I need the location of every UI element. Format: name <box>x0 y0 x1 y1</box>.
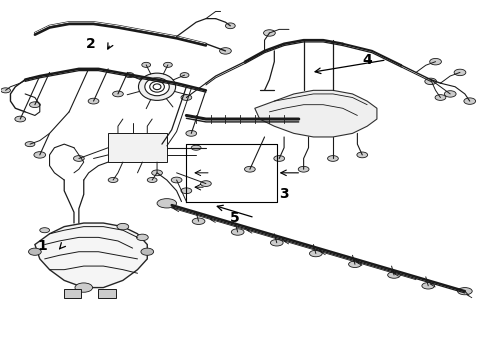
Ellipse shape <box>220 48 231 54</box>
Ellipse shape <box>200 181 211 186</box>
Ellipse shape <box>164 62 172 67</box>
Ellipse shape <box>454 69 466 76</box>
Ellipse shape <box>157 199 176 208</box>
Text: 2: 2 <box>86 37 96 51</box>
Ellipse shape <box>0 88 10 93</box>
Ellipse shape <box>141 248 154 255</box>
Ellipse shape <box>270 239 283 246</box>
Ellipse shape <box>180 73 189 78</box>
Polygon shape <box>255 90 377 137</box>
Ellipse shape <box>181 188 192 194</box>
Ellipse shape <box>152 170 162 176</box>
Ellipse shape <box>74 156 84 161</box>
Ellipse shape <box>348 261 361 267</box>
Ellipse shape <box>113 91 123 97</box>
Ellipse shape <box>298 166 309 172</box>
Ellipse shape <box>388 272 400 278</box>
Ellipse shape <box>88 98 99 104</box>
Ellipse shape <box>422 283 435 289</box>
Ellipse shape <box>25 141 35 147</box>
Ellipse shape <box>117 224 129 230</box>
Ellipse shape <box>264 30 275 36</box>
Ellipse shape <box>186 131 196 136</box>
Ellipse shape <box>15 116 25 122</box>
Ellipse shape <box>430 58 441 65</box>
Ellipse shape <box>28 248 41 255</box>
FancyBboxPatch shape <box>64 289 81 298</box>
Ellipse shape <box>435 95 446 100</box>
Ellipse shape <box>310 250 322 257</box>
Ellipse shape <box>464 98 476 104</box>
Ellipse shape <box>245 166 255 172</box>
Ellipse shape <box>328 156 338 161</box>
Ellipse shape <box>147 177 157 183</box>
Ellipse shape <box>425 78 437 85</box>
Ellipse shape <box>137 234 148 240</box>
Text: 5: 5 <box>230 211 240 225</box>
Ellipse shape <box>75 283 93 292</box>
FancyBboxPatch shape <box>108 134 167 162</box>
Ellipse shape <box>274 156 285 161</box>
Circle shape <box>153 84 161 90</box>
Ellipse shape <box>29 102 40 108</box>
Ellipse shape <box>34 152 46 158</box>
Ellipse shape <box>225 23 235 29</box>
Ellipse shape <box>231 229 244 235</box>
Circle shape <box>150 81 164 92</box>
Ellipse shape <box>142 62 150 67</box>
Ellipse shape <box>171 177 182 183</box>
Ellipse shape <box>125 73 134 78</box>
Ellipse shape <box>357 152 368 158</box>
Polygon shape <box>35 223 147 288</box>
Circle shape <box>139 73 175 100</box>
Ellipse shape <box>191 145 201 150</box>
Ellipse shape <box>444 91 456 97</box>
Text: 4: 4 <box>362 53 372 67</box>
Ellipse shape <box>108 177 118 183</box>
Text: 3: 3 <box>279 187 289 201</box>
Ellipse shape <box>458 288 472 295</box>
Text: 1: 1 <box>37 239 47 253</box>
Ellipse shape <box>192 218 205 225</box>
Ellipse shape <box>40 228 49 233</box>
Ellipse shape <box>181 95 192 100</box>
FancyBboxPatch shape <box>98 289 116 298</box>
Circle shape <box>145 78 169 96</box>
